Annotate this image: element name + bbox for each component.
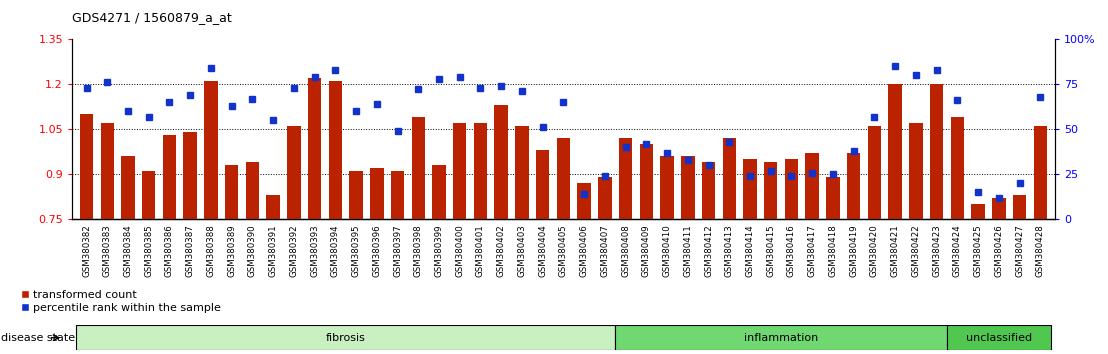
Bar [121, 156, 135, 219]
Text: unclassified: unclassified [966, 333, 1032, 343]
Bar [598, 177, 612, 219]
Bar [391, 171, 404, 219]
Bar [951, 117, 964, 219]
Bar [204, 81, 217, 219]
Text: inflammation: inflammation [743, 333, 818, 343]
Bar [515, 126, 529, 219]
Bar [743, 159, 757, 219]
Bar [308, 78, 321, 219]
Bar [889, 84, 902, 219]
Bar [287, 126, 300, 219]
Bar [329, 81, 342, 219]
Bar [577, 183, 591, 219]
Bar [681, 156, 695, 219]
Bar [184, 132, 197, 219]
Bar [142, 171, 155, 219]
Bar [660, 156, 674, 219]
Bar [722, 138, 736, 219]
Bar [432, 165, 445, 219]
Bar [619, 138, 633, 219]
Bar [784, 159, 798, 219]
Bar [453, 123, 466, 219]
Bar [827, 177, 840, 219]
Bar [992, 198, 1006, 219]
Bar [349, 171, 362, 219]
Bar [411, 117, 425, 219]
Bar [615, 325, 947, 350]
Bar [494, 105, 507, 219]
Bar [972, 204, 985, 219]
Bar [847, 153, 861, 219]
Bar [947, 325, 1050, 350]
Bar [806, 153, 819, 219]
Bar [701, 162, 716, 219]
Bar [868, 126, 881, 219]
Text: fibrosis: fibrosis [326, 333, 366, 343]
Bar [1013, 195, 1026, 219]
Bar [76, 325, 615, 350]
Bar [930, 84, 943, 219]
Bar [370, 169, 383, 219]
Bar [266, 195, 280, 219]
Bar [910, 123, 923, 219]
Bar [163, 135, 176, 219]
Bar [639, 144, 653, 219]
Bar [765, 162, 778, 219]
Legend: transformed count, percentile rank within the sample: transformed count, percentile rank withi… [17, 285, 226, 318]
Text: disease state: disease state [1, 333, 75, 343]
Bar [246, 162, 259, 219]
Bar [80, 114, 93, 219]
Bar [536, 150, 550, 219]
Bar [1034, 126, 1047, 219]
Bar [474, 123, 488, 219]
Bar [225, 165, 238, 219]
Text: GDS4271 / 1560879_a_at: GDS4271 / 1560879_a_at [72, 11, 232, 24]
Bar [556, 138, 571, 219]
Bar [101, 123, 114, 219]
